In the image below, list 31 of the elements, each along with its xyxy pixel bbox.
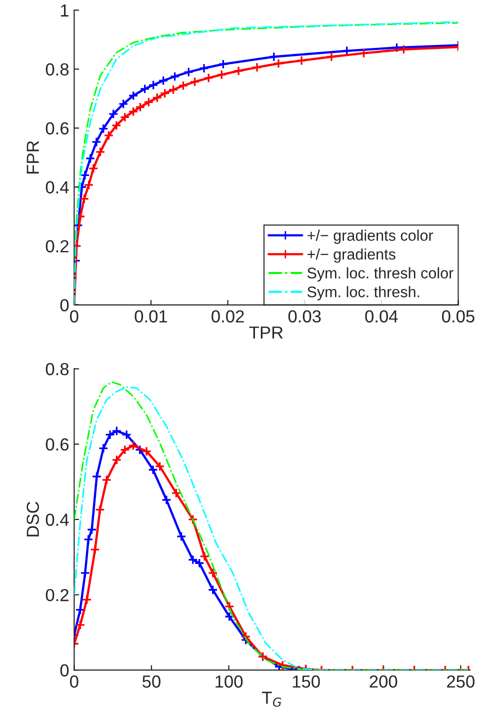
y-tick-label: 0.2 bbox=[46, 240, 68, 252]
x-tick-label: 0.02 bbox=[212, 310, 244, 323]
legend-label: +/− gradients bbox=[308, 248, 396, 263]
x-tick-label: 50 bbox=[142, 675, 160, 688]
y-tick-label: 0.2 bbox=[46, 588, 68, 602]
x-axis-title: T$_{G}$ bbox=[262, 692, 282, 707]
y-tick-label: 0.6 bbox=[46, 122, 69, 135]
legend-label: +/− gradients color bbox=[308, 230, 434, 244]
x-tick-label: 150 bbox=[292, 675, 320, 688]
x-tick-label: 0.05 bbox=[442, 310, 474, 323]
x-tick-label: 0 bbox=[70, 675, 78, 688]
x-tick-label: 100 bbox=[216, 675, 243, 688]
y-axis-title: FPR bbox=[26, 140, 39, 174]
y-tick-label: 1 bbox=[60, 4, 68, 16]
y-tick-label: 0.8 bbox=[46, 63, 69, 76]
legend-label: Sym. loc. thresh color bbox=[307, 267, 454, 282]
x-tick-label: 0 bbox=[70, 310, 78, 323]
x-axis-title: TPR bbox=[249, 326, 283, 339]
y-tick-label: 0.6 bbox=[46, 438, 69, 451]
y-tick-label: 0.4 bbox=[46, 181, 69, 194]
x-tick-label: 0.01 bbox=[134, 310, 168, 323]
x-tick-label: 250 bbox=[447, 675, 474, 688]
x-tick-label: 0.04 bbox=[365, 310, 398, 323]
x-tick-label: 200 bbox=[370, 675, 398, 688]
y-tick-label: 0 bbox=[60, 664, 69, 677]
legend-label: Sym. loc. thresh. bbox=[307, 286, 420, 300]
y-axis-title: DSC bbox=[26, 502, 39, 536]
x-tick-label: 0.03 bbox=[288, 310, 321, 323]
y-tick-label: 0.4 bbox=[46, 514, 69, 526]
y-tick-label: 0 bbox=[60, 299, 69, 312]
y-tick-label: 0.8 bbox=[46, 362, 69, 376]
